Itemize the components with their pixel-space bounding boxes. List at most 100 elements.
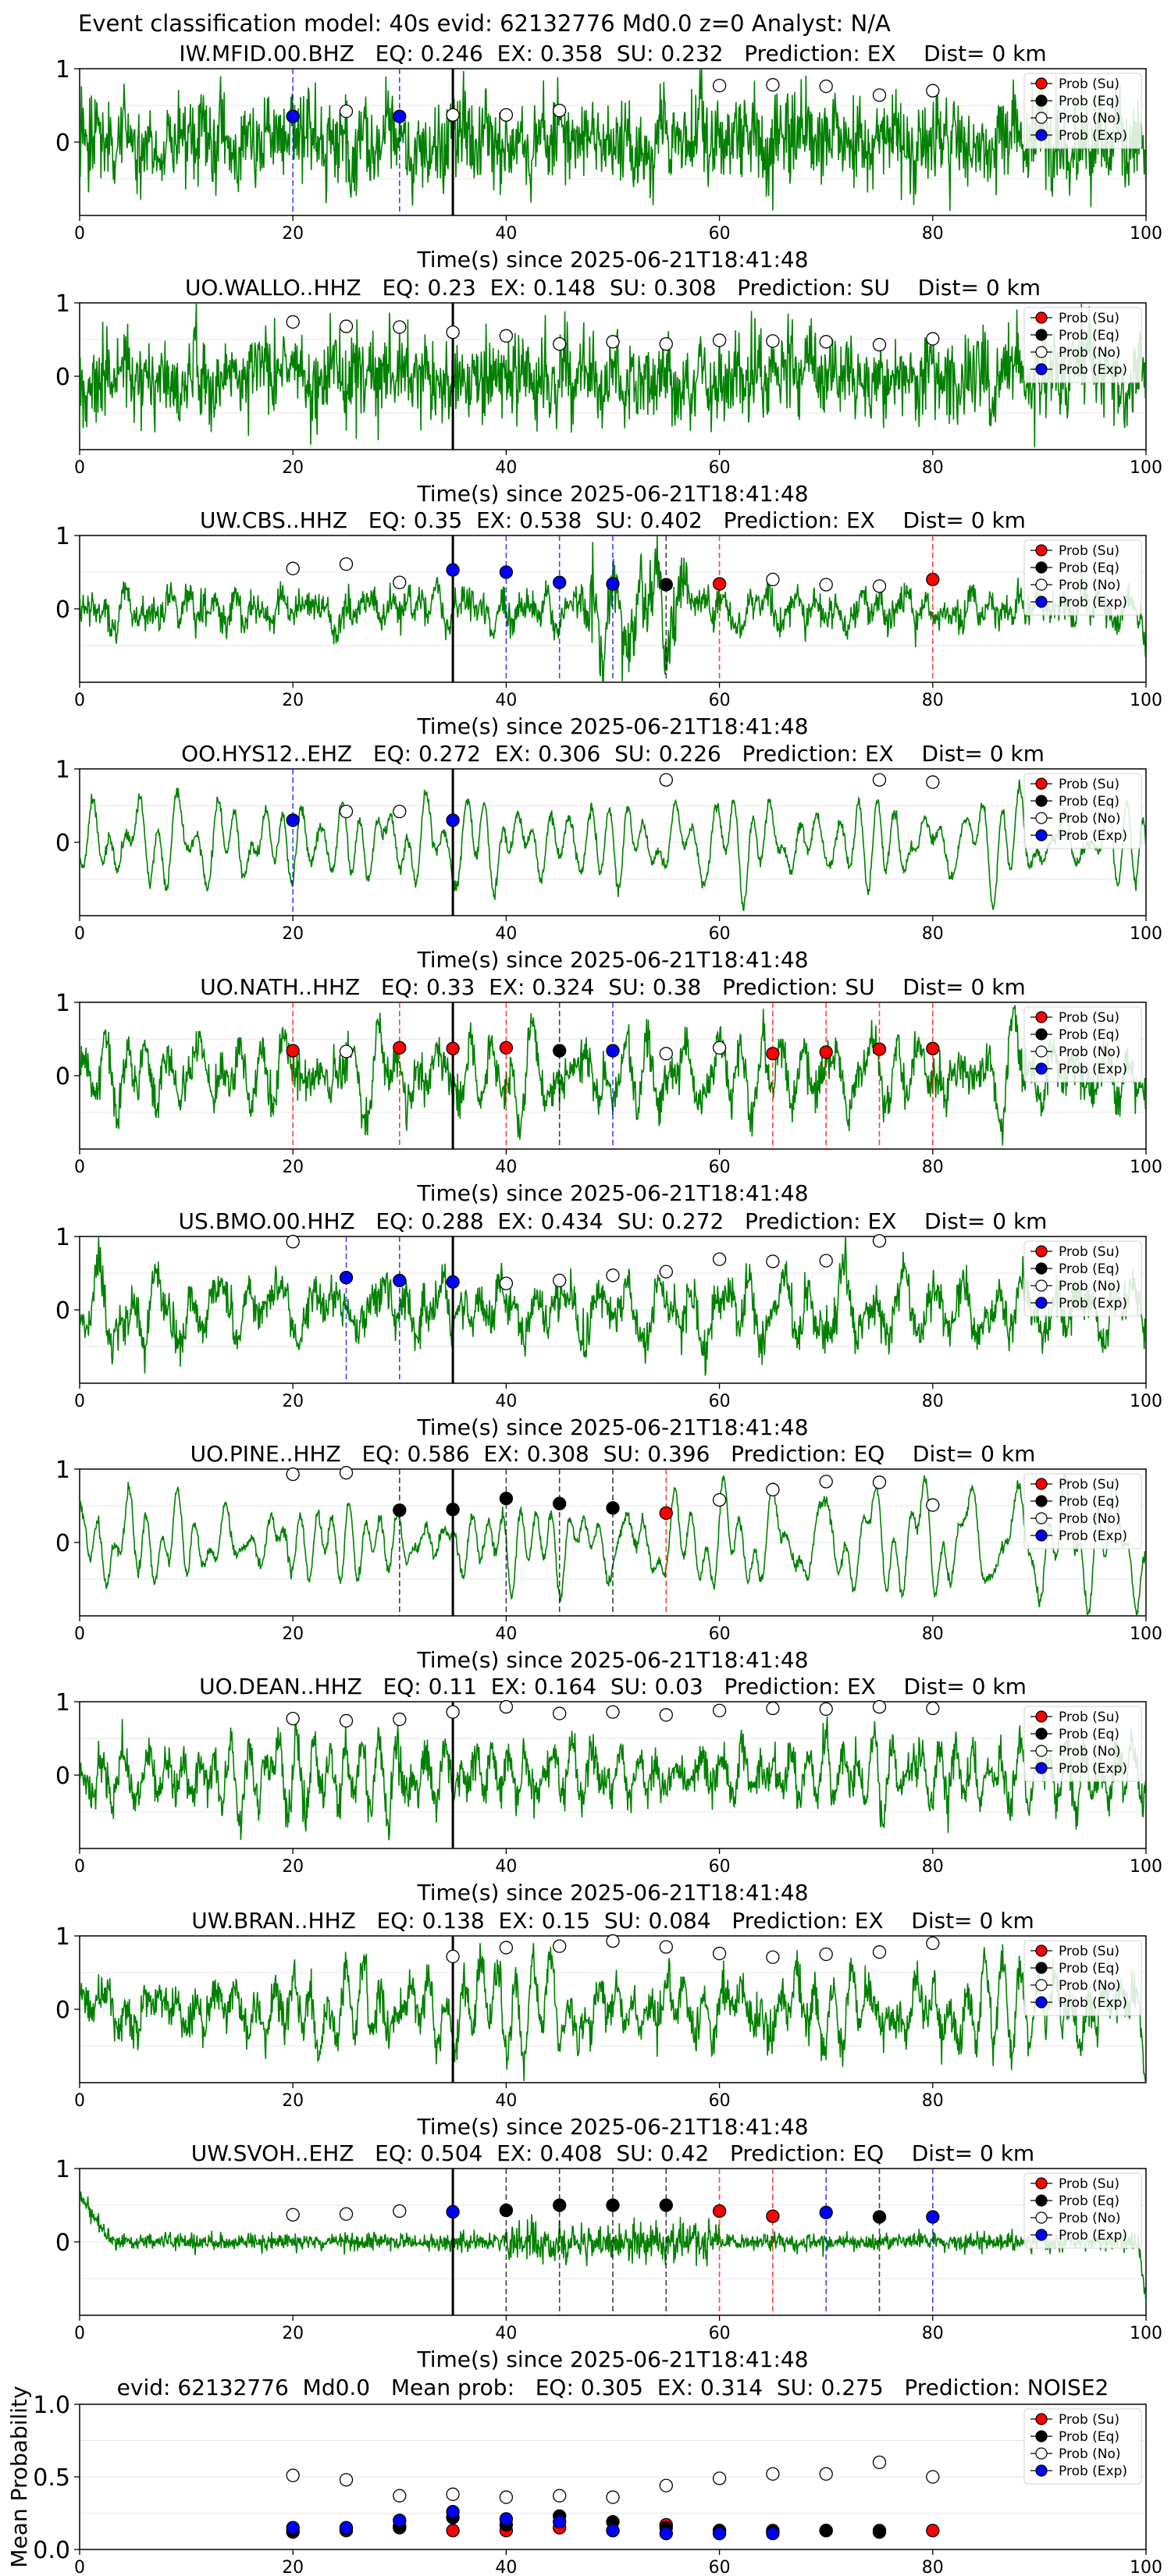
- x-tick-label: 0: [74, 1392, 85, 1411]
- figure-suptitle: Event classification model: 40s evid: 62…: [78, 10, 891, 37]
- prob-marker-no: [339, 557, 354, 571]
- legend-label-su: Prob (Su): [1059, 543, 1119, 559]
- x-tick-label: 20: [282, 458, 304, 478]
- legend-box: [1023, 73, 1142, 149]
- seismogram-trace: [80, 69, 1146, 212]
- prob-marker-no: [766, 1482, 780, 1496]
- legend-marker-eq: [1035, 1495, 1048, 1507]
- prob-marker-su: [712, 577, 727, 591]
- mean-marker-exp: [499, 2512, 514, 2526]
- x-axis-label: Time(s) since 2025-06-21T18:41:48: [416, 247, 808, 272]
- mean-marker-eq: [819, 2524, 833, 2538]
- prob-marker-no: [286, 1711, 300, 1726]
- prob-marker-no: [872, 773, 887, 787]
- y-tick-label: 1: [55, 1923, 70, 1951]
- prob-marker-no: [339, 1466, 354, 1480]
- prob-marker-no: [499, 329, 514, 343]
- prob-marker-no: [819, 1475, 833, 1489]
- x-tick-label: 0: [74, 2558, 85, 2576]
- x-tick-label: 20: [282, 691, 304, 710]
- x-tick-label: 0: [74, 2091, 85, 2111]
- legend-marker-exp: [1035, 1529, 1048, 1542]
- legend-label-eq: Prob (Eq): [1059, 1727, 1119, 1742]
- mean-marker-exp: [712, 2526, 727, 2541]
- prob-marker-exp: [446, 2204, 460, 2219]
- x-tick-label: 20: [282, 1158, 304, 1177]
- legend-label-exp: Prob (Exp): [1059, 362, 1127, 378]
- prob-marker-no: [712, 333, 727, 347]
- x-axis-label: Time(s) since 2025-06-21T18:41:48: [416, 947, 808, 973]
- mean-marker-no: [499, 2490, 514, 2504]
- legend-label-eq: Prob (Eq): [1059, 2194, 1119, 2209]
- panel-title: US.BMO.00.HHZ EQ: 0.288 EX: 0.434 SU: 0.…: [179, 1208, 1048, 1234]
- prob-marker-no: [659, 1047, 673, 1061]
- mean-marker-no: [659, 2478, 673, 2492]
- prob-marker-no: [339, 319, 354, 333]
- legend-marker-eq: [1035, 795, 1048, 807]
- prob-marker-no: [766, 78, 780, 92]
- mean-marker-no: [339, 2473, 354, 2487]
- x-tick-label: 100: [1130, 691, 1162, 710]
- seismogram-trace: [80, 1943, 1146, 2083]
- prob-marker-eq: [553, 2198, 567, 2212]
- legend-box: [1023, 307, 1142, 383]
- mean-marker-exp: [339, 2521, 354, 2535]
- x-tick-label: 20: [282, 224, 304, 244]
- x-tick-label: 60: [709, 1158, 731, 1177]
- prob-marker-eq: [659, 2198, 673, 2212]
- prob-marker-no: [766, 1701, 780, 1716]
- legend-label-su: Prob (Su): [1059, 1710, 1119, 1725]
- x-tick-label: 80: [922, 2091, 944, 2111]
- legend-marker-exp: [1035, 1762, 1048, 1774]
- x-tick-label: 100: [1130, 924, 1162, 944]
- legend-marker-su: [1035, 311, 1048, 324]
- x-tick-label: 40: [495, 1158, 517, 1177]
- mean-marker-exp: [446, 2504, 460, 2519]
- prob-marker-exp: [499, 565, 514, 579]
- x-tick-label: 20: [282, 2324, 304, 2343]
- mean-marker-exp: [393, 2514, 407, 2528]
- seismogram-trace: [80, 1713, 1146, 1841]
- legend-label-eq: Prob (Eq): [1059, 328, 1119, 343]
- legend-box: [1023, 773, 1142, 849]
- legend-marker-su: [1035, 1710, 1048, 1723]
- prob-marker-su: [926, 1041, 940, 1055]
- x-tick-label: 100: [1130, 1857, 1162, 1877]
- waveform-panel-9: UW.BRAN..HHZ EQ: 0.138 EX: 0.15 SU: 0.08…: [55, 1908, 1147, 2140]
- x-tick-label: 80: [922, 691, 944, 710]
- y-tick-label: 1: [55, 990, 70, 1017]
- prob-marker-eq: [606, 2198, 620, 2212]
- prob-marker-exp: [393, 1273, 407, 1288]
- x-tick-label: 60: [709, 1392, 731, 1411]
- prob-marker-su: [766, 1047, 780, 1061]
- legend-marker-exp: [1035, 829, 1048, 841]
- x-axis-label: Time(s) since 2025-06-21T18:41:48: [416, 713, 808, 739]
- legend-box: [1023, 1940, 1142, 2016]
- prob-marker-no: [819, 335, 833, 349]
- x-tick-label: 0: [74, 458, 85, 478]
- prob-marker-no: [659, 773, 673, 787]
- legend-label-no: Prob (No): [1059, 2446, 1121, 2462]
- legend-label-no: Prob (No): [1059, 578, 1121, 593]
- prob-marker-no: [712, 1041, 727, 1055]
- prob-marker-no: [553, 1706, 567, 1720]
- legend-label-su: Prob (Su): [1059, 76, 1119, 92]
- mean-probability-panel: evid: 62132776 Md0.0 Mean prob: EQ: 0.30…: [6, 2375, 1162, 2576]
- legend-label-eq: Prob (Eq): [1059, 1027, 1119, 1043]
- legend-marker-su: [1035, 1011, 1048, 1023]
- mean-marker-no: [446, 2487, 460, 2501]
- seismogram-trace: [80, 303, 1146, 447]
- legend-label-no: Prob (No): [1059, 1978, 1121, 1994]
- legend-marker-eq: [1035, 1727, 1048, 1740]
- legend-marker-exp: [1035, 1062, 1048, 1075]
- prob-marker-no: [659, 1708, 673, 1722]
- legend-box: [1023, 539, 1142, 616]
- x-tick-label: 100: [1130, 224, 1162, 244]
- prob-marker-no: [819, 1702, 833, 1717]
- legend-box: [1023, 1706, 1142, 1782]
- prob-marker-no: [393, 320, 407, 334]
- mean-marker-exp: [553, 2515, 567, 2529]
- x-tick-label: 0: [74, 691, 85, 710]
